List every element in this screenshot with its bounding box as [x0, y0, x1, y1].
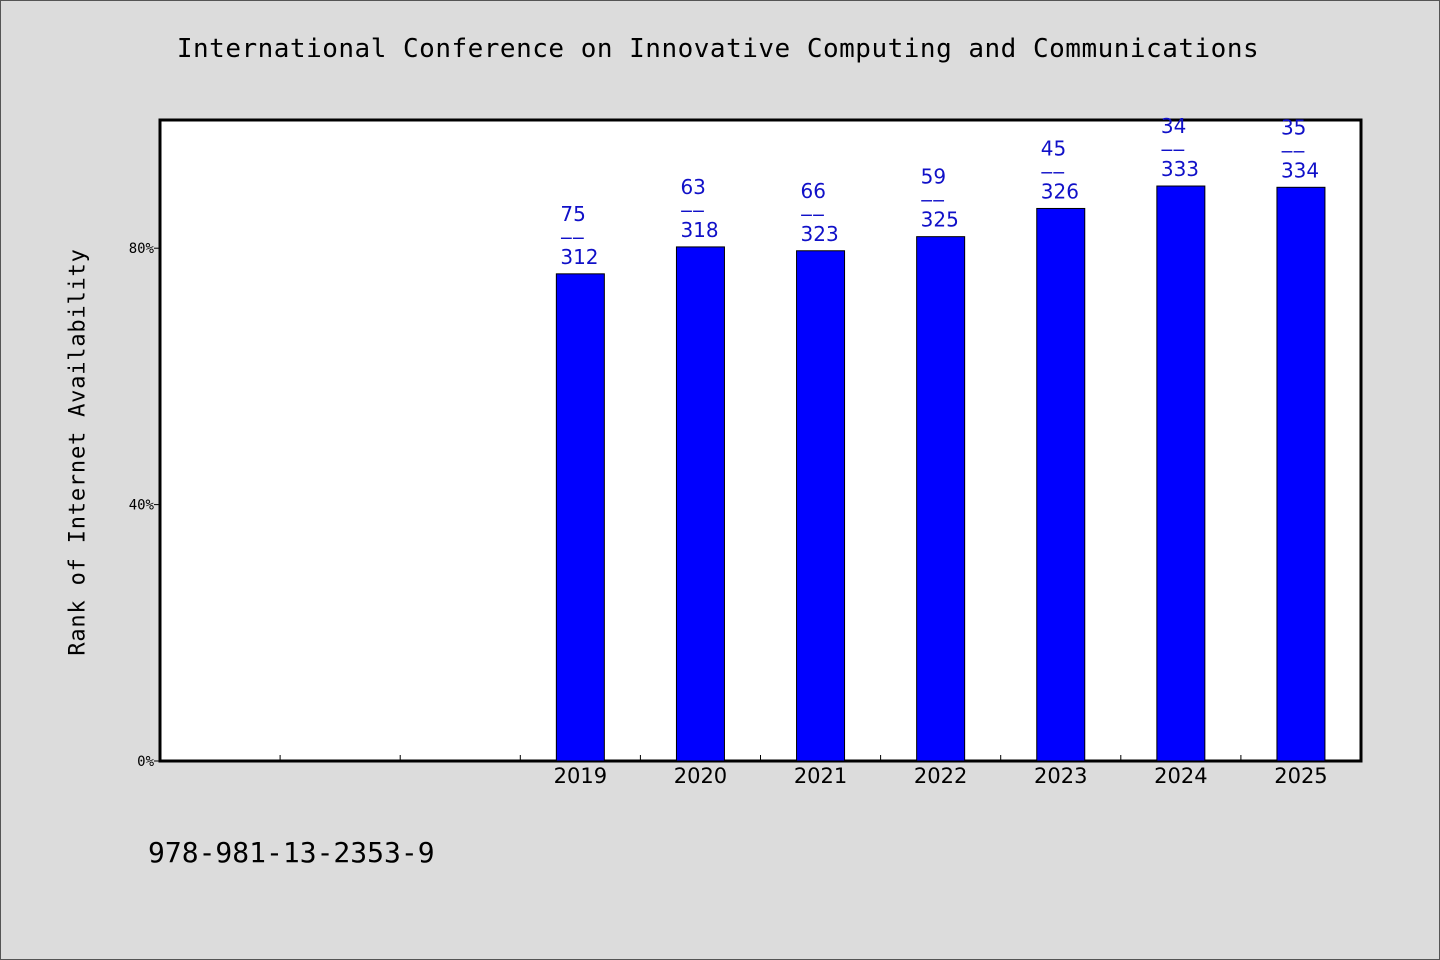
data-label-separator: —— — [1161, 137, 1185, 161]
bar-2021 — [796, 250, 846, 762]
data-labels: 312——75318——63323——66325——59326——45333——… — [560, 114, 1319, 269]
data-label-rank: 66 — [801, 179, 826, 203]
data-label-rank: 75 — [560, 202, 585, 226]
x-tick-label: 2023 — [1034, 764, 1087, 788]
bar-2024 — [1156, 185, 1206, 762]
data-label-total: 326 — [1041, 179, 1079, 203]
data-label-total: 318 — [680, 218, 718, 242]
data-label-separator: —— — [680, 198, 704, 222]
data-label-separator: —— — [921, 188, 945, 212]
data-label-separator: —— — [801, 202, 825, 226]
bar-2025 — [1276, 186, 1326, 762]
bar-2019 — [555, 273, 605, 762]
bar-2023 — [1036, 207, 1086, 762]
bar-2022 — [916, 236, 966, 762]
axis-ticks: 0% 40% 80% 2019 2020 2021 2022 2023 2024 2025 — [129, 241, 1328, 788]
y-tick-label: 0% — [137, 754, 154, 770]
data-label-rank: 35 — [1281, 115, 1306, 139]
chart-title: International Conference on Innovative C… — [176, 34, 1260, 64]
data-label-rank: 45 — [1041, 136, 1066, 160]
data-label-separator: —— — [1281, 138, 1305, 162]
data-label-total: 325 — [921, 208, 959, 232]
data-label-total: 312 — [560, 245, 598, 269]
x-tick-label: 2021 — [794, 764, 847, 788]
y-tick-label: 80% — [129, 241, 155, 257]
data-label-total: 334 — [1281, 158, 1319, 182]
bars — [555, 185, 1326, 762]
data-label-rank: 63 — [680, 175, 705, 199]
x-tick-label: 2024 — [1154, 764, 1207, 788]
bar-2020 — [675, 246, 725, 762]
data-label-total: 333 — [1161, 157, 1199, 181]
x-tick-label: 2025 — [1274, 764, 1327, 788]
x-tick-label: 2022 — [914, 764, 967, 788]
data-label-rank: 34 — [1161, 114, 1186, 138]
x-tick-label: 2020 — [674, 764, 727, 788]
data-label-rank: 59 — [921, 165, 946, 189]
x-tick-label: 2019 — [554, 764, 607, 788]
data-label-separator: —— — [560, 225, 584, 249]
data-label-total: 323 — [801, 222, 839, 246]
data-label-separator: —— — [1041, 159, 1065, 183]
isbn-text: 978-981-13-2353-9 — [148, 836, 435, 869]
y-tick-label: 40% — [129, 498, 155, 514]
